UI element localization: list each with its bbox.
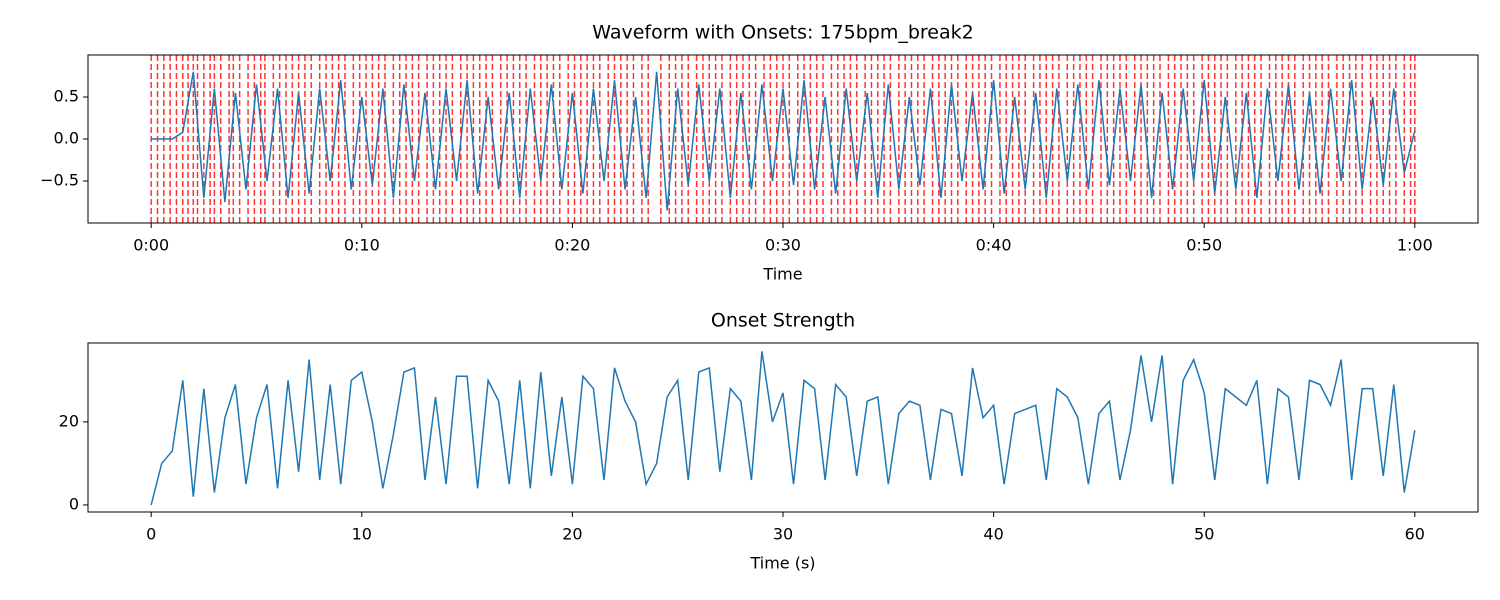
x-tick-label: 20 [562,525,582,544]
x-tick-label: 0 [146,525,156,544]
x-tick-label: 10 [352,525,372,544]
x-tick-label: 1:00 [1397,236,1433,255]
x-tick-label: 0:50 [1186,236,1222,255]
x-tick-label: 40 [983,525,1003,544]
x-tick-label: 0:20 [554,236,590,255]
y-tick-label: 0.0 [54,129,79,148]
chart-title: Waveform with Onsets: 175bpm_break2 [592,22,973,44]
x-tick-label: 0:40 [976,236,1012,255]
x-tick-label: 0:00 [133,236,169,255]
x-axis-label: Time [762,265,802,284]
axes-frame [87,342,1479,513]
x-axis-label: Time (s) [749,554,815,573]
x-tick-label: 30 [773,525,793,544]
data-line [150,351,1416,506]
x-tick-label: 50 [1194,525,1214,544]
chart-title: Onset Strength [711,310,855,332]
y-tick-label: 0 [69,494,79,513]
y-tick-label: −0.5 [40,171,79,190]
x-tick-label: 0:30 [765,236,801,255]
data-line [151,71,1416,211]
y-tick-label: 20 [59,411,79,430]
x-tick-label: 0:10 [344,236,380,255]
x-tick-label: 60 [1405,525,1425,544]
y-tick-label: 0.5 [54,87,79,106]
